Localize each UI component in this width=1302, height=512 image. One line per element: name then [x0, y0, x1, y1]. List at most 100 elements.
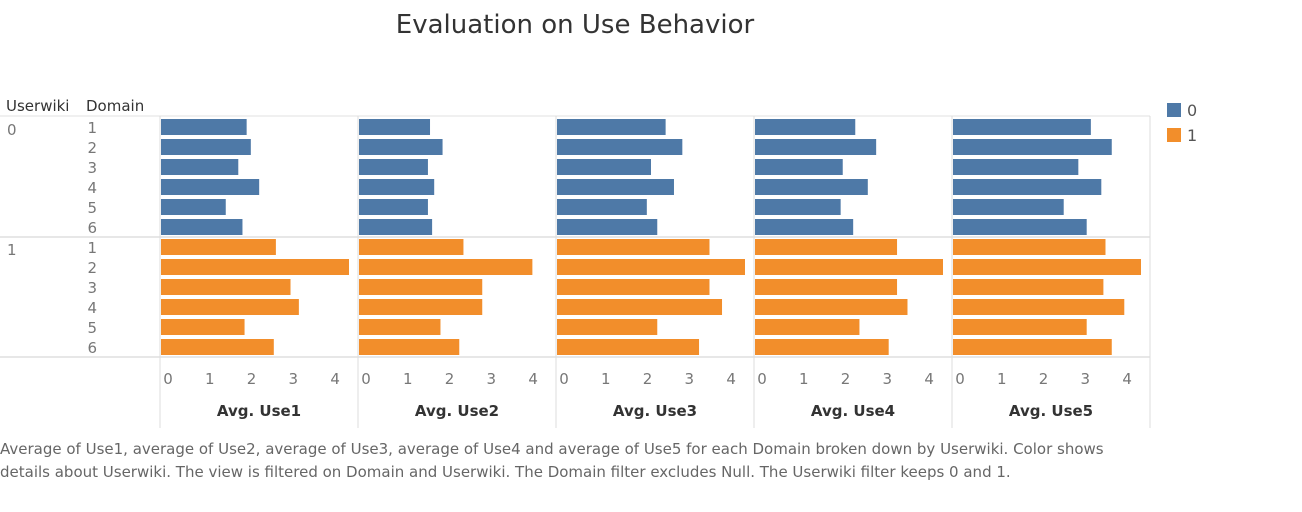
bar [755, 219, 854, 235]
tick-label: 3 [289, 370, 299, 388]
bar [557, 179, 674, 195]
bar [161, 279, 291, 295]
bar [953, 319, 1087, 335]
tick-label: 2 [643, 370, 653, 388]
userwiki-label: 1 [7, 241, 17, 259]
bar [755, 299, 908, 315]
bar [557, 339, 700, 355]
header-userwiki: Userwiki [6, 97, 69, 115]
bar [161, 199, 226, 215]
tick-label: 2 [445, 370, 455, 388]
bar [359, 319, 441, 335]
tick-label: 1 [403, 370, 413, 388]
tick-label: 1 [799, 370, 809, 388]
tick-label: 4 [1122, 370, 1132, 388]
bar [953, 299, 1125, 315]
bar [161, 119, 247, 135]
axis-title: Avg. Use4 [811, 402, 895, 420]
bar [359, 199, 428, 215]
bar [755, 259, 943, 275]
bar [953, 219, 1087, 235]
tick-label: 2 [247, 370, 257, 388]
bar [359, 179, 435, 195]
bar [755, 139, 877, 155]
bar [557, 139, 683, 155]
bar [755, 199, 841, 215]
bar [953, 279, 1104, 295]
bar [953, 199, 1064, 215]
userwiki-label: 0 [7, 121, 17, 139]
tick-label: 0 [757, 370, 767, 388]
domain-label: 6 [87, 339, 97, 357]
bar [557, 199, 647, 215]
tick-label: 4 [726, 370, 736, 388]
bar [755, 179, 868, 195]
domain-label: 5 [87, 199, 97, 217]
bar [755, 159, 843, 175]
domain-label: 2 [87, 139, 97, 157]
bar [557, 219, 658, 235]
bar [953, 339, 1112, 355]
tick-label: 3 [1081, 370, 1091, 388]
bar [359, 139, 443, 155]
bar [359, 339, 460, 355]
domain-label: 6 [87, 219, 97, 237]
domain-label: 3 [87, 159, 97, 177]
bar [161, 239, 276, 255]
axis-title: Avg. Use2 [415, 402, 499, 420]
tick-label: 4 [330, 370, 340, 388]
bar [557, 259, 745, 275]
legend-label: 1 [1187, 126, 1197, 145]
tick-label: 1 [601, 370, 611, 388]
bar [557, 319, 658, 335]
bar [359, 219, 433, 235]
bar [953, 239, 1106, 255]
tick-label: 3 [487, 370, 497, 388]
tick-label: 1 [205, 370, 215, 388]
axis-title: Avg. Use1 [217, 402, 301, 420]
tick-label: 0 [163, 370, 173, 388]
domain-label: 5 [87, 319, 97, 337]
bar [161, 319, 245, 335]
bar [161, 179, 260, 195]
axis-title: Avg. Use5 [1009, 402, 1093, 420]
bar-chart: Userwiki Domain 0 1 2 3 4 5 6 1 1 2 3 4 5 6 0 1 2 3 4 Avg. Us… [0, 97, 1197, 428]
bar [953, 259, 1141, 275]
axis-title: Avg. Use3 [613, 402, 697, 420]
domain-label: 2 [87, 259, 97, 277]
bar [161, 339, 274, 355]
chart-caption: Average of Use1, average of Use2, averag… [0, 440, 1104, 481]
domain-label: 4 [87, 299, 97, 317]
tick-label: 3 [883, 370, 893, 388]
domain-label: 1 [87, 119, 97, 137]
legend-label: 0 [1187, 101, 1197, 120]
domain-label: 3 [87, 279, 97, 297]
bar [359, 239, 464, 255]
bar [161, 219, 243, 235]
bar [359, 119, 431, 135]
legend-swatch [1167, 103, 1181, 117]
tick-label: 1 [997, 370, 1007, 388]
bar [557, 119, 666, 135]
tick-label: 4 [924, 370, 934, 388]
bar [359, 279, 483, 295]
bar [359, 159, 428, 175]
bar [755, 279, 898, 295]
tick-label: 0 [559, 370, 569, 388]
bar [557, 279, 710, 295]
bar [755, 119, 856, 135]
bar [359, 299, 483, 315]
tick-label: 0 [955, 370, 965, 388]
bar [557, 159, 651, 175]
bar [557, 299, 723, 315]
bar [953, 139, 1112, 155]
chart-title: Evaluation on Use Behavior [395, 10, 755, 40]
bar [755, 319, 860, 335]
domain-label: 1 [87, 239, 97, 257]
bar [161, 299, 299, 315]
bar [557, 239, 710, 255]
domain-label: 4 [87, 179, 97, 197]
bar [161, 259, 349, 275]
bar [755, 239, 898, 255]
bar [953, 179, 1102, 195]
